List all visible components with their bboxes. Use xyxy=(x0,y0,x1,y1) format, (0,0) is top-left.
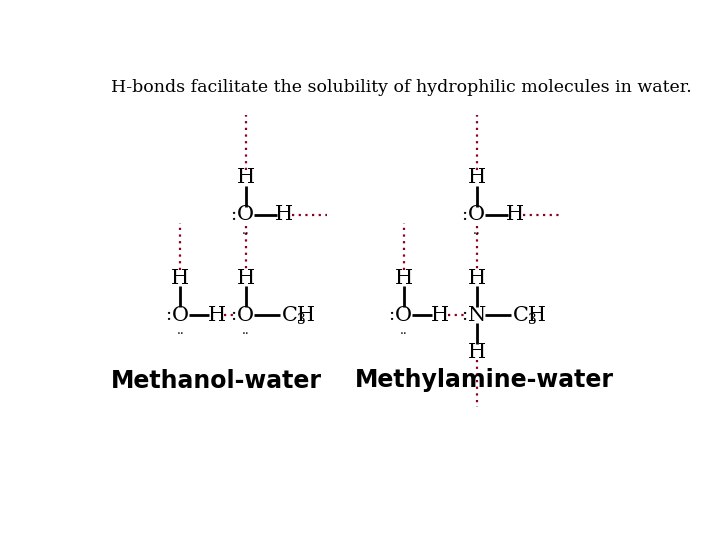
Text: :: : xyxy=(388,306,395,324)
Text: H: H xyxy=(506,205,524,225)
Text: CH: CH xyxy=(513,306,547,325)
Text: H: H xyxy=(468,268,486,288)
Text: N: N xyxy=(468,306,486,325)
Text: :: : xyxy=(165,306,171,324)
Text: ..: .. xyxy=(242,224,250,237)
Text: H: H xyxy=(468,168,486,187)
Text: H: H xyxy=(237,268,255,288)
Text: :: : xyxy=(230,306,237,324)
Text: Methylamine-water: Methylamine-water xyxy=(355,368,614,393)
Text: :: : xyxy=(462,306,467,324)
Text: :: : xyxy=(462,206,467,224)
Text: 3: 3 xyxy=(297,313,306,327)
Text: ..: .. xyxy=(176,325,184,338)
Text: H: H xyxy=(237,168,255,187)
Text: H-bonds facilitate the solubility of hydrophilic molecules in water.: H-bonds facilitate the solubility of hyd… xyxy=(111,79,692,97)
Text: Methanol-water: Methanol-water xyxy=(111,368,322,393)
Text: :: : xyxy=(230,206,237,224)
Text: H: H xyxy=(207,306,225,325)
Text: CH: CH xyxy=(282,306,316,325)
Text: O: O xyxy=(395,306,412,325)
Text: ..: .. xyxy=(473,224,481,237)
Text: O: O xyxy=(238,205,254,225)
Text: 3: 3 xyxy=(528,313,537,327)
Text: ..: .. xyxy=(400,325,408,338)
Text: H: H xyxy=(395,268,413,288)
Text: H: H xyxy=(431,306,449,325)
Text: ..: .. xyxy=(242,325,250,338)
Text: O: O xyxy=(468,205,485,225)
Text: H: H xyxy=(171,268,189,288)
Text: O: O xyxy=(238,306,254,325)
Text: H: H xyxy=(468,342,486,361)
Text: O: O xyxy=(172,306,189,325)
Text: H: H xyxy=(275,205,293,225)
